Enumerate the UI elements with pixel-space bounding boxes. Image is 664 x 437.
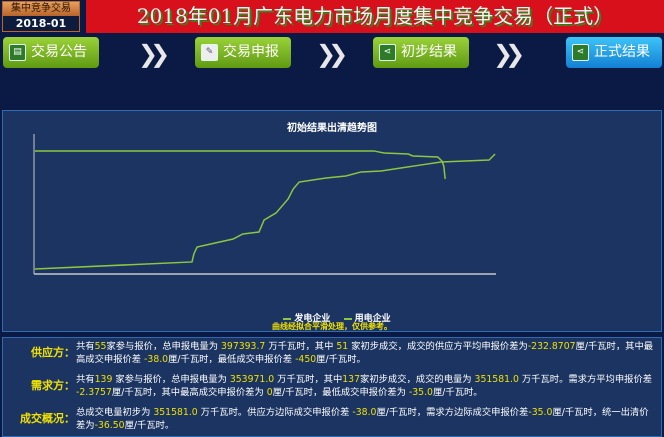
summary-text: 万千瓦时。需求方平均申报价差 (518, 374, 653, 385)
summary-text: 厘/千瓦时，其中最高成交申报价差为 (111, 387, 267, 398)
step-preliminary-button[interactable]: ⋖ 初步结果 (373, 37, 469, 68)
document-edit-icon: ✎ (201, 44, 218, 61)
summary-value: -232.8707 (527, 341, 576, 352)
period-badge: 集中竞争交易 2018-01 (2, 1, 80, 32)
share-icon: ⋖ (572, 44, 589, 61)
summary-text: 厘/千瓦时。 (316, 354, 366, 365)
summary-value: 351581.0 (153, 407, 198, 418)
chart-note: 曲线经拟合平滑处理，仅供参考。 (272, 322, 392, 331)
step-announcement-button[interactable]: ▤ 交易公告 (3, 37, 99, 68)
step-label: 正式结果 (594, 44, 650, 60)
chevron-right-icon: ❯❯ (316, 40, 348, 68)
chevron-right-icon: ❯❯ (493, 40, 525, 68)
summary-value: 351581.0 (474, 374, 519, 385)
deal-label: 成交概况： (20, 412, 75, 425)
legend-swatch-demand (343, 317, 352, 320)
deal-text: 总成交电量初步为 351581.0 万千瓦时。供应方边际成交申报价差 -38.0… (76, 406, 657, 432)
series-line-demand (34, 150, 446, 180)
legend-demand[interactable]: 用电企业 (354, 314, 391, 324)
step-label: 初步结果 (401, 44, 457, 60)
demand-text: 共有139 家参与报价，总申报电量为 353971.0 万千瓦时，其中137家初… (76, 373, 657, 399)
summary-text: 厘/千瓦时，最低成交申报价差 (168, 354, 296, 365)
summary-text: 厘/千瓦时，统一出清价差为 (76, 407, 649, 431)
supply-label: 供应方： (31, 346, 75, 359)
summary-value: 0 (266, 387, 273, 398)
summary-text: 厘/千瓦时，需求方边际成交申报价差 (376, 407, 529, 418)
summary-value: -38.0 (352, 407, 377, 418)
chart-panel: 初始结果出清趋势图 发电企业 用电企业 曲线经拟合平滑处理，仅供参考。 (2, 110, 662, 332)
demand-label: 需求方： (31, 379, 75, 392)
result-summary-panel: 供应方： 共有55家参与报价，总申报电量为 397393.7 万千瓦时，其中 51… (2, 337, 662, 437)
summary-text: 共有 (76, 341, 95, 352)
step-final-button[interactable]: ⋖ 正式结果 (566, 37, 662, 68)
legend-swatch-supply (283, 317, 292, 320)
step-declaration-button[interactable]: ✎ 交易申报 (195, 37, 291, 68)
summary-value: -35.0 (408, 387, 433, 398)
summary-value: -450 (295, 354, 317, 365)
badge-label: 集中竞争交易 (3, 2, 79, 16)
summary-text: 厘/千瓦时，其中最高成交申报价差 (76, 341, 654, 365)
series-line-supply (34, 153, 496, 270)
summary-text: 家参与报价，总申报电量为 (106, 341, 221, 352)
summary-value: 55 (94, 341, 107, 352)
supply-text: 共有55家参与报价，总申报电量为 397393.7 万千瓦时，其中 51 家初步… (76, 340, 657, 366)
summary-text: 家初步成交，成交的供应方平均申报价差为 (348, 341, 528, 352)
summary-value: 139 (94, 374, 113, 385)
summary-text: 厘/千瓦时，最低成交申报价差为 (272, 387, 409, 398)
badge-period: 2018-01 (15, 17, 67, 30)
notice-icon: ▤ (9, 44, 26, 61)
summary-value: -2.3757 (76, 387, 112, 398)
summary-value: -36.50 (94, 420, 125, 431)
summary-value: 353971.0 (229, 374, 275, 385)
summary-text: 共有 (76, 374, 95, 385)
clearing-trend-chart (33, 134, 496, 275)
summary-value: 397393.7 (220, 341, 266, 352)
summary-text: 厘/千瓦时。 (124, 420, 175, 431)
summary-text: 厘/千瓦时。 (432, 387, 483, 398)
chart-legend: 发电企业 用电企业 (3, 311, 661, 324)
summary-text: 总成交电量初步为 (76, 407, 154, 418)
summary-text: 万千瓦时，其中 (274, 374, 343, 385)
summary-value: -35.0 (528, 407, 553, 418)
step-label: 交易申报 (223, 44, 279, 60)
summary-text: 家初步成交，成交的电量为 (360, 374, 475, 385)
summary-value: 137 (342, 374, 361, 385)
summary-value: -38.0 (144, 354, 169, 365)
summary-value: 51 (336, 341, 349, 352)
summary-text: 家参与报价，总申报电量为 (112, 374, 230, 385)
legend-supply[interactable]: 发电企业 (294, 314, 331, 324)
share-icon: ⋖ (379, 44, 396, 61)
chart-title: 初始结果出清趋势图 (287, 123, 377, 134)
chevron-right-icon: ❯❯ (138, 40, 170, 68)
summary-text: 万千瓦时，其中 (265, 341, 337, 352)
summary-text: 万千瓦时。供应方边际成交申报价差 (197, 407, 353, 418)
page-title: 2018年01月广东电力市场月度集中竞争交易（正式） (86, 0, 664, 33)
step-label: 交易公告 (31, 44, 87, 60)
